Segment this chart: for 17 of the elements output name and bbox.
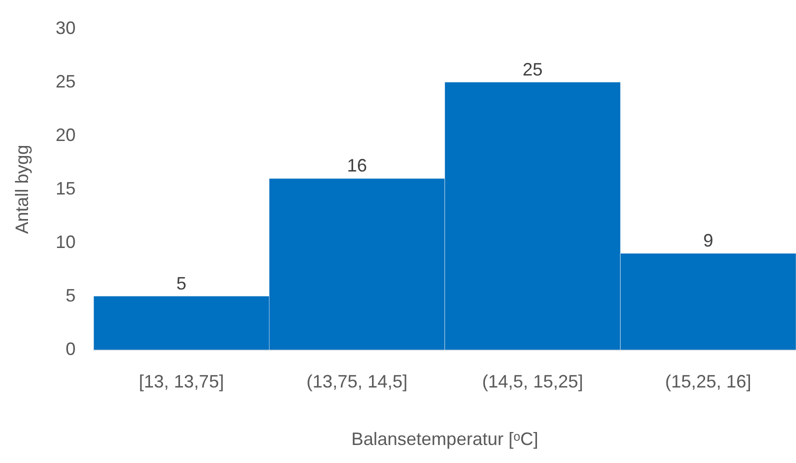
y-tick-label: 30	[56, 18, 76, 38]
y-tick-label: 25	[56, 71, 76, 92]
data-label: 25	[522, 59, 543, 80]
x-axis-title: Balansetemperatur [ᵒC]	[351, 429, 538, 450]
x-tick-label: (15,25, 16]	[665, 372, 752, 392]
data-label: 9	[703, 230, 714, 250]
y-tick-label: 10	[56, 232, 76, 252]
x-tick-label: (13,75, 14,5]	[306, 372, 408, 392]
x-tick-label: (14,5, 15,25]	[482, 372, 584, 392]
y-axis-title: Antall bygg	[12, 144, 32, 234]
y-tick-label: 0	[66, 338, 76, 359]
data-label: 16	[347, 156, 368, 176]
y-tick-label: 5	[66, 285, 76, 306]
data-label: 5	[176, 273, 186, 294]
x-tick-label: [13, 13,75]	[138, 372, 224, 392]
y-tick-label: 20	[56, 124, 76, 145]
y-tick-label: 15	[56, 178, 76, 198]
